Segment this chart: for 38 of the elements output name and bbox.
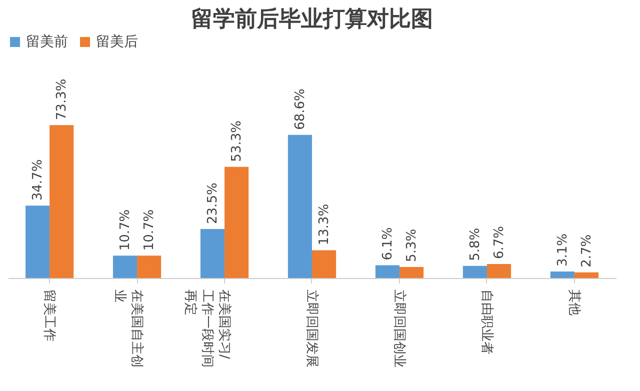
data-label: 23.5%: [205, 182, 220, 224]
data-label: 13.3%: [317, 204, 332, 246]
bar: [462, 266, 487, 278]
bar: [550, 272, 574, 278]
data-label: 73.3%: [54, 78, 70, 120]
bar: [312, 250, 336, 278]
chart-title: 留学前后毕业打算对比图: [191, 7, 433, 32]
x-tick-label: 立即回国发展: [304, 290, 320, 368]
bar: [486, 264, 512, 278]
data-label: 5.3%: [404, 228, 420, 262]
bar: [50, 125, 74, 278]
legend-label: 留美前: [26, 34, 68, 50]
x-tick-label: 在美国自主创业: [112, 290, 146, 368]
data-label: 3.1%: [555, 234, 570, 267]
bar: [224, 166, 249, 278]
data-label: 6.7%: [492, 226, 507, 260]
legend-label: 留美后: [96, 34, 138, 50]
x-tick-label: 其他: [566, 290, 582, 316]
bar: [25, 206, 50, 278]
data-label: 34.7%: [30, 159, 46, 201]
x-tick-label: 在美国实习/工作一段时间再定: [182, 290, 233, 368]
bar: [137, 256, 162, 278]
bar: [288, 134, 312, 278]
data-label: 6.1%: [380, 227, 396, 260]
data-label: 10.7%: [118, 209, 134, 251]
data-label: 5.8%: [468, 228, 483, 261]
data-label: 10.7%: [142, 209, 158, 251]
bar: [112, 256, 138, 278]
x-tick-label: 留美工作: [42, 290, 58, 342]
bar: [399, 266, 424, 278]
x-tick-label: 自由职业者: [478, 290, 494, 354]
x-tick-label: 立即回国创业: [391, 290, 408, 368]
bar: [200, 228, 225, 278]
data-label: 68.6%: [292, 88, 308, 130]
bar: [574, 272, 599, 278]
data-label: 53.3%: [230, 120, 245, 162]
bar: [375, 265, 400, 278]
data-label: 2.7%: [579, 234, 594, 268]
